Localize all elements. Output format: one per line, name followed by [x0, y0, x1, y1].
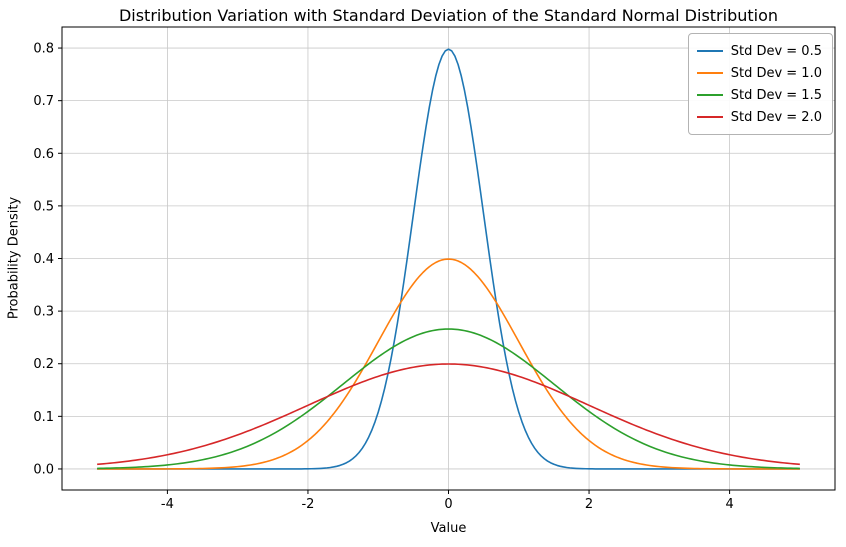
- svg-text:0: 0: [444, 497, 452, 512]
- svg-text:-4: -4: [161, 497, 174, 512]
- svg-text:4: 4: [725, 497, 733, 512]
- chart-title: Distribution Variation with Standard Dev…: [118, 6, 779, 25]
- legend-line-swatch: [696, 94, 723, 96]
- svg-text:0.8: 0.8: [33, 42, 54, 57]
- svg-text:0.6: 0.6: [33, 147, 54, 162]
- legend-line-swatch: [696, 50, 723, 52]
- svg-text:0.7: 0.7: [33, 94, 54, 109]
- svg-text:0.0: 0.0: [33, 462, 54, 477]
- svg-text:-2: -2: [301, 497, 314, 512]
- legend-item: Std Dev = 1.0: [696, 62, 822, 84]
- legend-item: Std Dev = 2.0: [696, 106, 822, 128]
- legend-label: Std Dev = 1.0: [730, 65, 822, 81]
- legend-item: Std Dev = 1.5: [696, 84, 822, 106]
- svg-text:2: 2: [585, 497, 593, 512]
- x-axis-label: Value: [430, 521, 467, 536]
- legend-label: Std Dev = 1.5: [730, 87, 822, 103]
- legend-label: Std Dev = 0.5: [730, 43, 822, 59]
- legend-line-swatch: [696, 116, 723, 118]
- legend-line-swatch: [696, 72, 723, 74]
- svg-text:0.5: 0.5: [33, 199, 54, 214]
- svg-text:0.2: 0.2: [33, 357, 54, 372]
- y-axis-label: Probability Density: [6, 196, 22, 320]
- svg-text:0.3: 0.3: [33, 305, 54, 320]
- legend: Std Dev = 0.5 Std Dev = 1.0 Std Dev = 1.…: [687, 33, 833, 135]
- svg-text:0.4: 0.4: [33, 252, 54, 267]
- legend-label: Std Dev = 2.0: [730, 109, 822, 125]
- legend-item: Std Dev = 0.5: [696, 40, 822, 62]
- svg-text:0.1: 0.1: [33, 410, 54, 425]
